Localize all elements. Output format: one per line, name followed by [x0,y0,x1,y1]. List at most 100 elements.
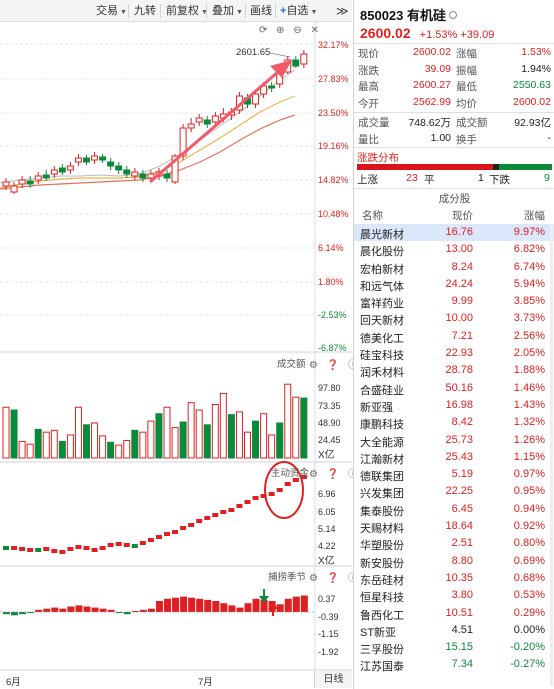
kline-chart[interactable] [0,0,352,689]
divider [354,112,554,113]
header-name[interactable]: 名称 [362,210,383,222]
stock-name: 江苏国泰 [360,661,404,674]
overlay-menu[interactable]: 叠加 ▼ [212,3,243,19]
stat-row: 量比 1.00 换手 - [354,131,554,148]
stock-row[interactable]: 晨光新材 16.76 9.97% [354,224,554,242]
stock-change: 0.92% [513,520,545,533]
stock-change: 0.94% [513,502,545,515]
volume-bar-up [187,402,195,459]
stock-row[interactable]: 宏柏新材 8.24 6.74% [354,259,554,276]
stock-name: 合盛硅业 [360,384,404,397]
stock-row[interactable]: 恒星科技 3.80 0.53% [354,587,554,604]
stock-row[interactable]: 鲁西化工 10.51 0.29% [354,605,554,622]
volume-panel-settings-icon[interactable]: ⚙ ❓ ⓘ [309,360,361,371]
catch-bar-up [83,606,91,612]
stock-row[interactable]: ST新亚 4.51 0.00% [354,622,554,639]
volume-bar-up [99,435,107,459]
volume-panel-title: 成交额 [277,359,306,370]
stock-row[interactable]: 集泰股份 6.45 0.94% [354,501,554,518]
add-watchlist-label: 自选 [286,5,309,17]
stock-row[interactable]: 江苏国泰 7.34 -0.27% [354,656,554,673]
stock-row[interactable]: 回天新材 10.00 3.73% [354,310,554,327]
peak-label: 2601.65 [236,47,271,58]
volume-bar-up [123,439,131,459]
capital-bar [115,542,122,546]
volume-bar-down [131,429,139,459]
stock-row[interactable]: 康鹏科技 8.42 1.32% [354,414,554,431]
down-label: 下跌 [489,174,510,186]
chart-area[interactable]: 交易 ▼ 九转 前复权 ▼ 叠加 ▼ 画线 +自选 ▼ ≫ [0,0,358,689]
capital-panel-settings-icon[interactable]: ⚙ ❓ ⓘ [309,469,361,480]
stock-row[interactable]: 三孚股份 15.15 -0.20% [354,639,554,656]
candle-down [115,165,123,171]
capital-bar [107,543,114,547]
volume-bar-down [300,397,308,459]
capital-axis-label: 5.14 [318,524,336,534]
stock-row[interactable]: 新安股份 8.80 0.69% [354,553,554,570]
header-price[interactable]: 现价 [452,210,473,222]
jiuzhuan-button[interactable]: 九转 [134,5,156,17]
stock-row[interactable]: 润禾材料 28.78 1.88% [354,362,554,379]
index-code: 850023 [360,8,404,23]
catch-bar-down [11,612,19,616]
capital-bar [51,549,58,553]
trade-menu[interactable]: 交易 ▼ [96,3,127,19]
stock-row[interactable]: 东岳硅材 10.35 0.68% [354,570,554,587]
stock-name: ST新亚 [360,626,397,639]
price-axis-label: 1.80% [318,277,344,287]
capital-bar [19,547,26,551]
components-title: 成分股 [438,193,471,205]
stock-row[interactable]: 硅宝科技 22.93 2.05% [354,345,554,362]
add-watchlist-button[interactable]: +自选 ▼ [280,3,317,19]
stat-value: 2600.02 [513,95,551,108]
draw-line-button[interactable]: 画线 [250,5,272,17]
divider [354,147,554,148]
catch-bar-up [228,605,236,612]
stock-name: 恒星科技 [360,592,404,605]
stock-row[interactable]: 新亚强 16.98 1.43% [354,397,554,414]
capital-bar [11,546,18,550]
catch-bar-up [43,608,51,612]
stock-row[interactable]: 江瀚新材 25.43 1.15% [354,449,554,466]
capital-bar [196,519,203,523]
stock-row[interactable]: 大全能源 25.73 1.26% [354,432,554,449]
candle-up [147,173,155,179]
stock-row[interactable]: 德美化工 7.21 2.56% [354,328,554,345]
price-axis-label: 27.83% [318,74,349,84]
candle-up [171,155,179,183]
catch-bar-up [99,608,107,612]
catch-bar-up [236,607,244,612]
catch-panel-settings-icon[interactable]: ⚙ ❓ ⓘ [309,573,361,584]
scrollbar[interactable] [550,224,553,686]
expand-icon[interactable]: ≫ [336,4,349,18]
volume-axis-label: 48.90 [318,418,341,428]
stock-row[interactable]: 天赐材料 18.64 0.92% [354,518,554,535]
volume-bar-down [58,440,66,459]
stock-row[interactable]: 华塑股份 2.51 0.80% [354,535,554,552]
stock-price: 4.51 [451,623,473,636]
info-icon[interactable] [449,11,458,19]
period-button[interactable]: 日线 [314,671,352,688]
stat-key: 量比 [358,133,379,146]
capital-bar [35,548,42,552]
trade-menu-label: 交易 [96,5,118,17]
capital-bar [43,547,50,551]
catch-bar-up [172,597,180,612]
volume-bar-down [10,409,18,459]
adjust-menu[interactable]: 前复权 ▼ [166,3,208,19]
current-price: 2600.02 [360,25,411,41]
stock-name: 硅宝科技 [360,350,404,363]
chart-controls[interactable]: ⟳ ⊕ ⊖ ✕ [259,25,322,36]
stock-row[interactable]: 和远气体 24.24 5.94% [354,276,554,293]
stock-row[interactable]: 富祥药业 9.99 3.85% [354,293,554,310]
up-label: 上涨 [357,174,378,186]
catch-bar-up [75,605,83,612]
stock-row[interactable]: 晨化股份 13.00 6.82% [354,241,554,258]
header-change[interactable]: 涨幅 [524,210,545,222]
stock-row[interactable]: 合盛硅业 50.16 1.46% [354,380,554,397]
candle-down [163,173,171,179]
volume-bar-up [260,413,268,459]
catch-axis-label: -1.92 [318,647,339,657]
stock-row[interactable]: 德联集团 5.19 0.97% [354,466,554,483]
stock-row[interactable]: 兴发集团 22.25 0.95% [354,483,554,500]
